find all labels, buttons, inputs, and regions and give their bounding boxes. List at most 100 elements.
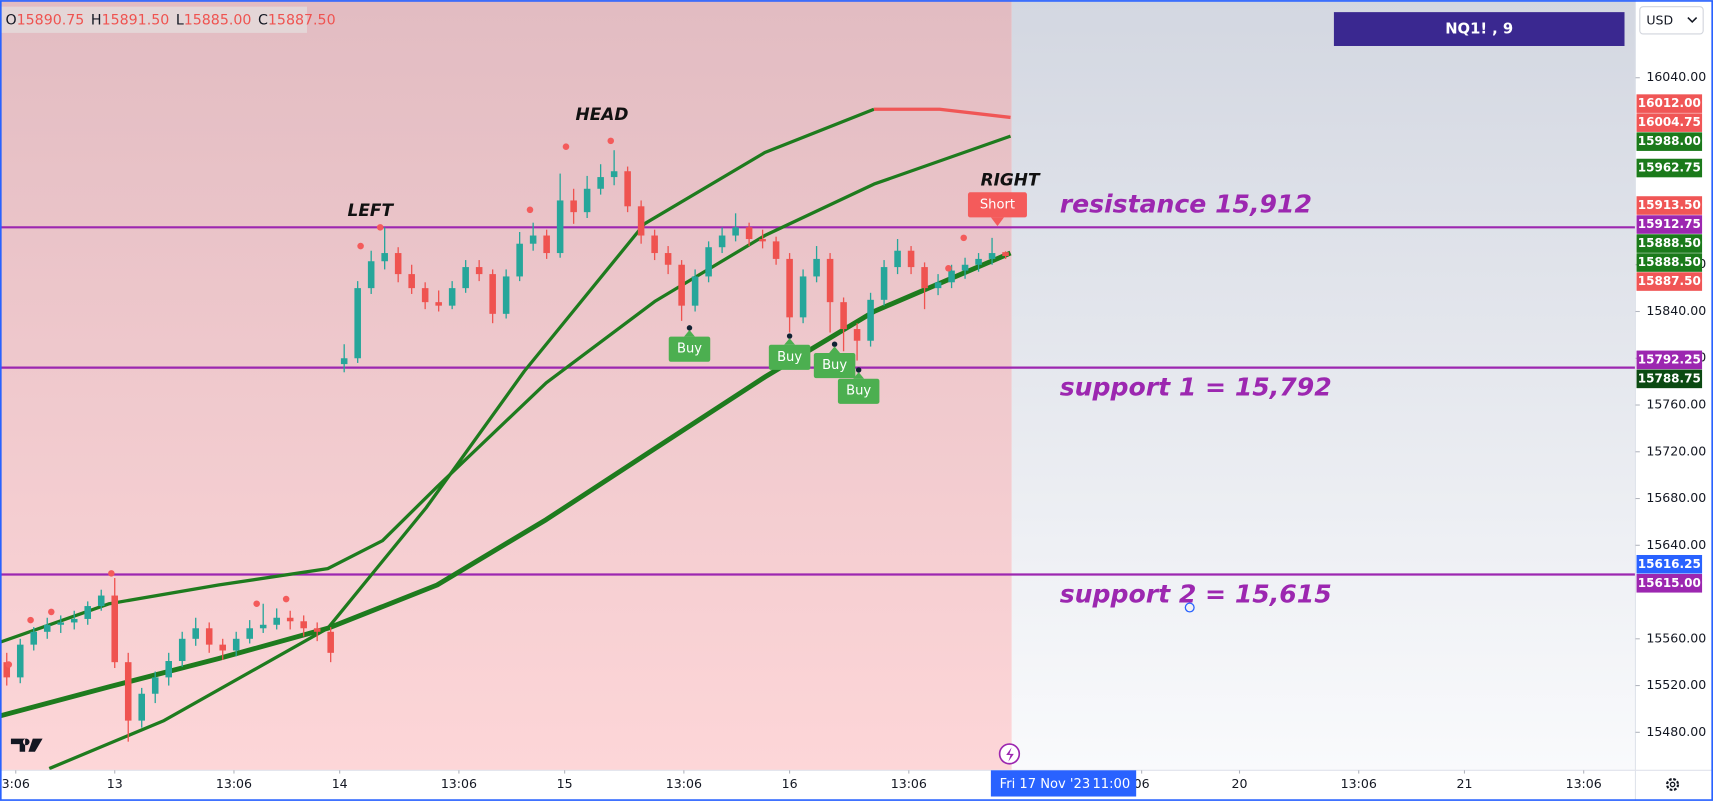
currency[interactable]: USD [1646, 12, 1673, 27]
average-line [873, 107, 1011, 120]
pattern-label: LEFT [348, 200, 395, 220]
price-tag-label: 15887.50 [1638, 274, 1701, 288]
ohlc-key: C [258, 12, 268, 28]
level-label: support 1 = 15,792 [1060, 372, 1332, 401]
x-tick-label: 14 [332, 776, 348, 791]
candle-body [408, 274, 415, 289]
candle-body [502, 276, 510, 314]
candle-body [651, 235, 658, 254]
level-label: resistance 15,912 [1060, 189, 1312, 218]
pattern-label: RIGHT [981, 170, 1041, 190]
signal: Buy [837, 367, 880, 404]
price-tag-label: 15616.25 [1638, 557, 1701, 571]
candle-body [813, 258, 820, 277]
candle-body [718, 235, 726, 248]
candle-body [381, 253, 388, 262]
signal-label: Buy [777, 350, 802, 365]
candle-body [246, 628, 253, 639]
signal-label: Buy [822, 358, 847, 373]
candle-body [138, 693, 146, 721]
price-tag [1636, 350, 1703, 370]
ohlc-key: H [91, 12, 102, 28]
price-tag-label: 16012.00 [1638, 96, 1701, 110]
candle-body [948, 270, 955, 283]
candle-body [880, 267, 888, 300]
candle-body [921, 267, 928, 289]
candle-body [772, 241, 780, 259]
price-tag [1636, 272, 1703, 291]
y-tick-label: 15560.00 [1646, 630, 1706, 645]
candle-body [840, 302, 847, 330]
price-tag-label: 15962.75 [1638, 161, 1701, 175]
candle-body [799, 276, 807, 318]
x-tick-label: 21 [1456, 776, 1472, 791]
price-tag-label: 15792.25 [1638, 352, 1701, 366]
x-tick-label: 16 [782, 776, 798, 791]
candle-body [516, 243, 523, 277]
y-tick-label: 15760.00 [1646, 397, 1706, 412]
y-tick-label: 15640.00 [1646, 537, 1706, 552]
signal-label: Short [980, 197, 1015, 212]
candle-body [853, 329, 861, 341]
signal-label: Buy [846, 384, 871, 399]
candle-body [597, 177, 604, 189]
candle-body [570, 200, 577, 213]
average-line [0, 134, 1012, 644]
currency-box[interactable] [1639, 6, 1704, 35]
candle-body [1002, 252, 1009, 256]
price-tag [1636, 554, 1703, 574]
candle-body [759, 239, 766, 242]
candle-body [259, 624, 267, 629]
signal-label: Buy [677, 342, 702, 357]
candle-body [543, 235, 550, 254]
candle-body [43, 624, 51, 632]
price-tag [1636, 215, 1703, 234]
candle-body [732, 227, 739, 236]
candle-body [664, 253, 672, 265]
price-tag-label: 15912.75 [1638, 217, 1701, 231]
pivot-dot [108, 570, 115, 577]
x-tick-label: 13:06 [1566, 776, 1602, 791]
price-tag-label: 16004.75 [1638, 115, 1701, 129]
signal-box [768, 344, 811, 370]
candle-body [219, 644, 226, 651]
ohlc-value: 15891.50 [102, 12, 170, 28]
x-tick-label: 3:06 [2, 776, 30, 791]
ohlc-box [0, 6, 307, 33]
candle-body [705, 247, 712, 277]
candle-body [16, 644, 24, 678]
candle-body [421, 288, 429, 303]
logo [10, 738, 43, 752]
gear[interactable] [1666, 777, 1680, 792]
ohlc-value: 15890.75 [17, 12, 85, 28]
candle-body [3, 662, 11, 678]
price-tag [1636, 132, 1703, 151]
candle-body [907, 250, 915, 268]
currency-select[interactable]: USD [1639, 6, 1704, 35]
chevron[interactable] [1687, 17, 1698, 24]
candle-body [529, 235, 537, 244]
signal: Buy [768, 333, 811, 370]
x-tick-label: 13:06 [666, 776, 702, 791]
candle-body [489, 274, 496, 314]
price-tag-label: 15913.50 [1638, 198, 1701, 212]
candle-body [354, 288, 361, 359]
y-tick-label: 16040.00 [1646, 69, 1706, 84]
candle-body [786, 258, 793, 318]
settings[interactable] [1666, 777, 1680, 792]
y-tick-label: 15720.00 [1646, 443, 1706, 458]
y-tick-label: 15520.00 [1646, 677, 1706, 692]
axes: 16040.0015880.0015840.0015800.0015760.00… [2, 69, 1707, 791]
candle-body [367, 261, 375, 289]
candle-body [394, 253, 402, 275]
pattern-label: HEAD [576, 104, 629, 124]
signal-box [668, 336, 711, 362]
candle-body [988, 253, 996, 259]
x-tick-label: 13:06 [891, 776, 927, 791]
price-tag [1636, 158, 1703, 178]
candle-body [124, 662, 132, 721]
gear-center[interactable] [1669, 781, 1676, 788]
